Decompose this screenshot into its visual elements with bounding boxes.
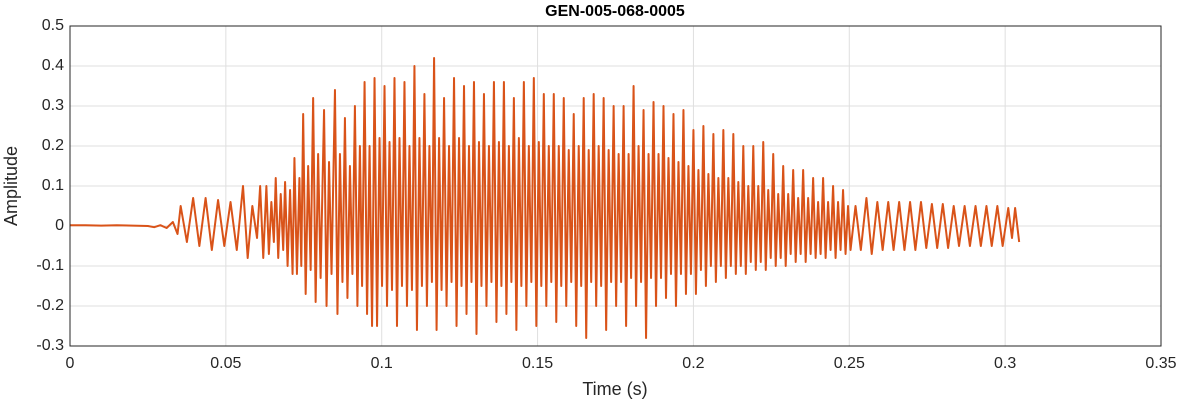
x-tick-label: 0.3 (994, 355, 1016, 372)
y-tick-label: -0.3 (36, 337, 64, 354)
x-tick-label: 0.25 (834, 355, 865, 372)
x-tick-label: 0.35 (1145, 355, 1176, 372)
y-tick-label: -0.2 (36, 297, 64, 314)
chart-title: GEN-005-068-0005 (545, 3, 685, 20)
x-tick-label: 0.15 (522, 355, 553, 372)
y-tick-label: 0.3 (42, 97, 64, 114)
y-tick-label: 0.4 (42, 57, 64, 74)
x-tick-label: 0.05 (210, 355, 241, 372)
x-tick-label: 0.2 (682, 355, 704, 372)
x-tick-label: 0.1 (371, 355, 393, 372)
y-tick-label: 0.1 (42, 177, 64, 194)
y-tick-label: 0.5 (42, 17, 64, 34)
y-tick-label: 0 (55, 217, 64, 234)
y-axis-label: Amplitude (1, 146, 21, 226)
x-axis-label: Time (s) (582, 379, 647, 399)
x-tick-label: 0 (66, 355, 75, 372)
waveform-line (70, 57, 1021, 339)
y-tick-label: 0.2 (42, 137, 64, 154)
y-tick-label: -0.1 (36, 257, 64, 274)
plot-frame (69, 25, 1162, 347)
